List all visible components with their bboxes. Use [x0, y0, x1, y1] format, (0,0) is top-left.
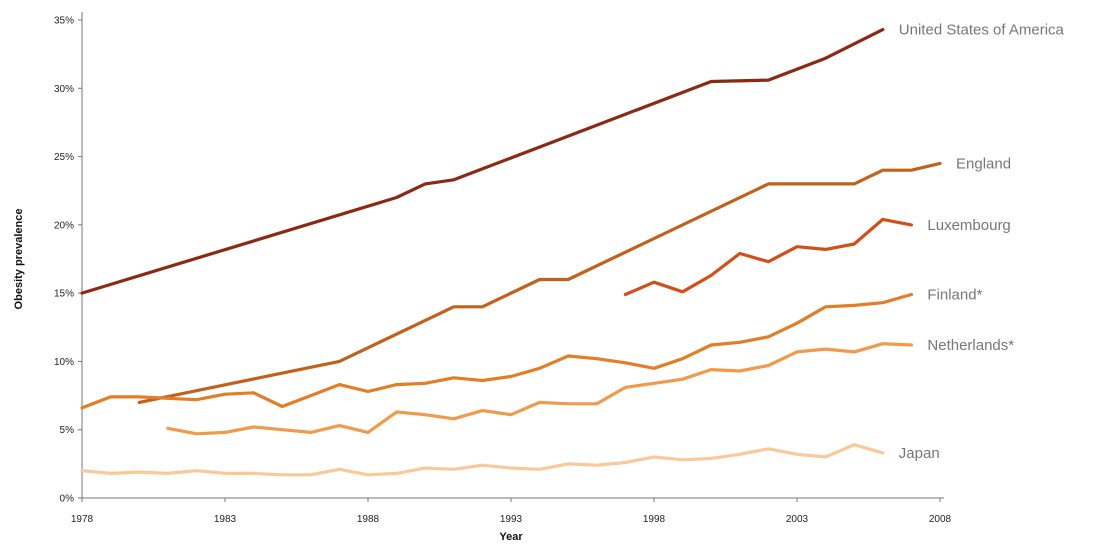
y-tick-label: 20% — [54, 220, 74, 231]
series-line-japan — [80, 443, 885, 477]
y-tick-label: 25% — [54, 152, 74, 163]
series-lines — [80, 28, 942, 477]
y-axis-title: Obesity prevalence — [13, 209, 25, 310]
axes — [81, 12, 944, 499]
y-tick-label: 30% — [54, 84, 74, 95]
series-label-japan: Japan — [899, 445, 940, 462]
series-label-united-states-of-america: United States of America — [899, 22, 1065, 39]
y-tick-label: 0% — [60, 494, 75, 505]
y-tick-label: 10% — [54, 357, 74, 368]
x-tick-label: 1998 — [643, 514, 666, 525]
x-tick-label: 2008 — [929, 514, 952, 525]
x-tick-label: 1988 — [357, 514, 380, 525]
series-label-finland: Finland* — [927, 287, 982, 304]
x-tick-label: 1983 — [214, 514, 237, 525]
x-axis-ticks: 1978 1983 1988 1993 1998 2003 2008 — [71, 498, 952, 525]
series-line-united-states-of-america — [80, 28, 885, 295]
x-axis-title: Year — [499, 531, 523, 543]
series-label-england: England — [956, 155, 1011, 172]
y-axis-ticks: 0% 5% 10% 15% 20% 25% 30% 35% — [54, 16, 82, 505]
x-tick-label: 1993 — [500, 514, 523, 525]
x-tick-label: 1978 — [71, 514, 94, 525]
x-tick-label: 2003 — [786, 514, 809, 525]
series-line-finland — [80, 292, 914, 410]
y-tick-label: 35% — [54, 16, 74, 27]
series-line-netherlands — [166, 342, 914, 436]
series-label-luxembourg: Luxembourg — [927, 217, 1010, 234]
y-tick-label: 5% — [60, 425, 75, 436]
series-line-england — [137, 161, 942, 404]
series-labels: United States of America England Luxembour… — [899, 22, 1065, 462]
y-tick-label: 15% — [54, 289, 74, 300]
series-label-netherlands: Netherlands* — [927, 337, 1014, 354]
series-line-luxembourg — [623, 217, 914, 297]
